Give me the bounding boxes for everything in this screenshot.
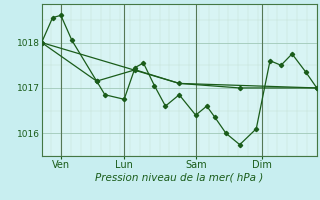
X-axis label: Pression niveau de la mer( hPa ): Pression niveau de la mer( hPa ) — [95, 173, 263, 183]
